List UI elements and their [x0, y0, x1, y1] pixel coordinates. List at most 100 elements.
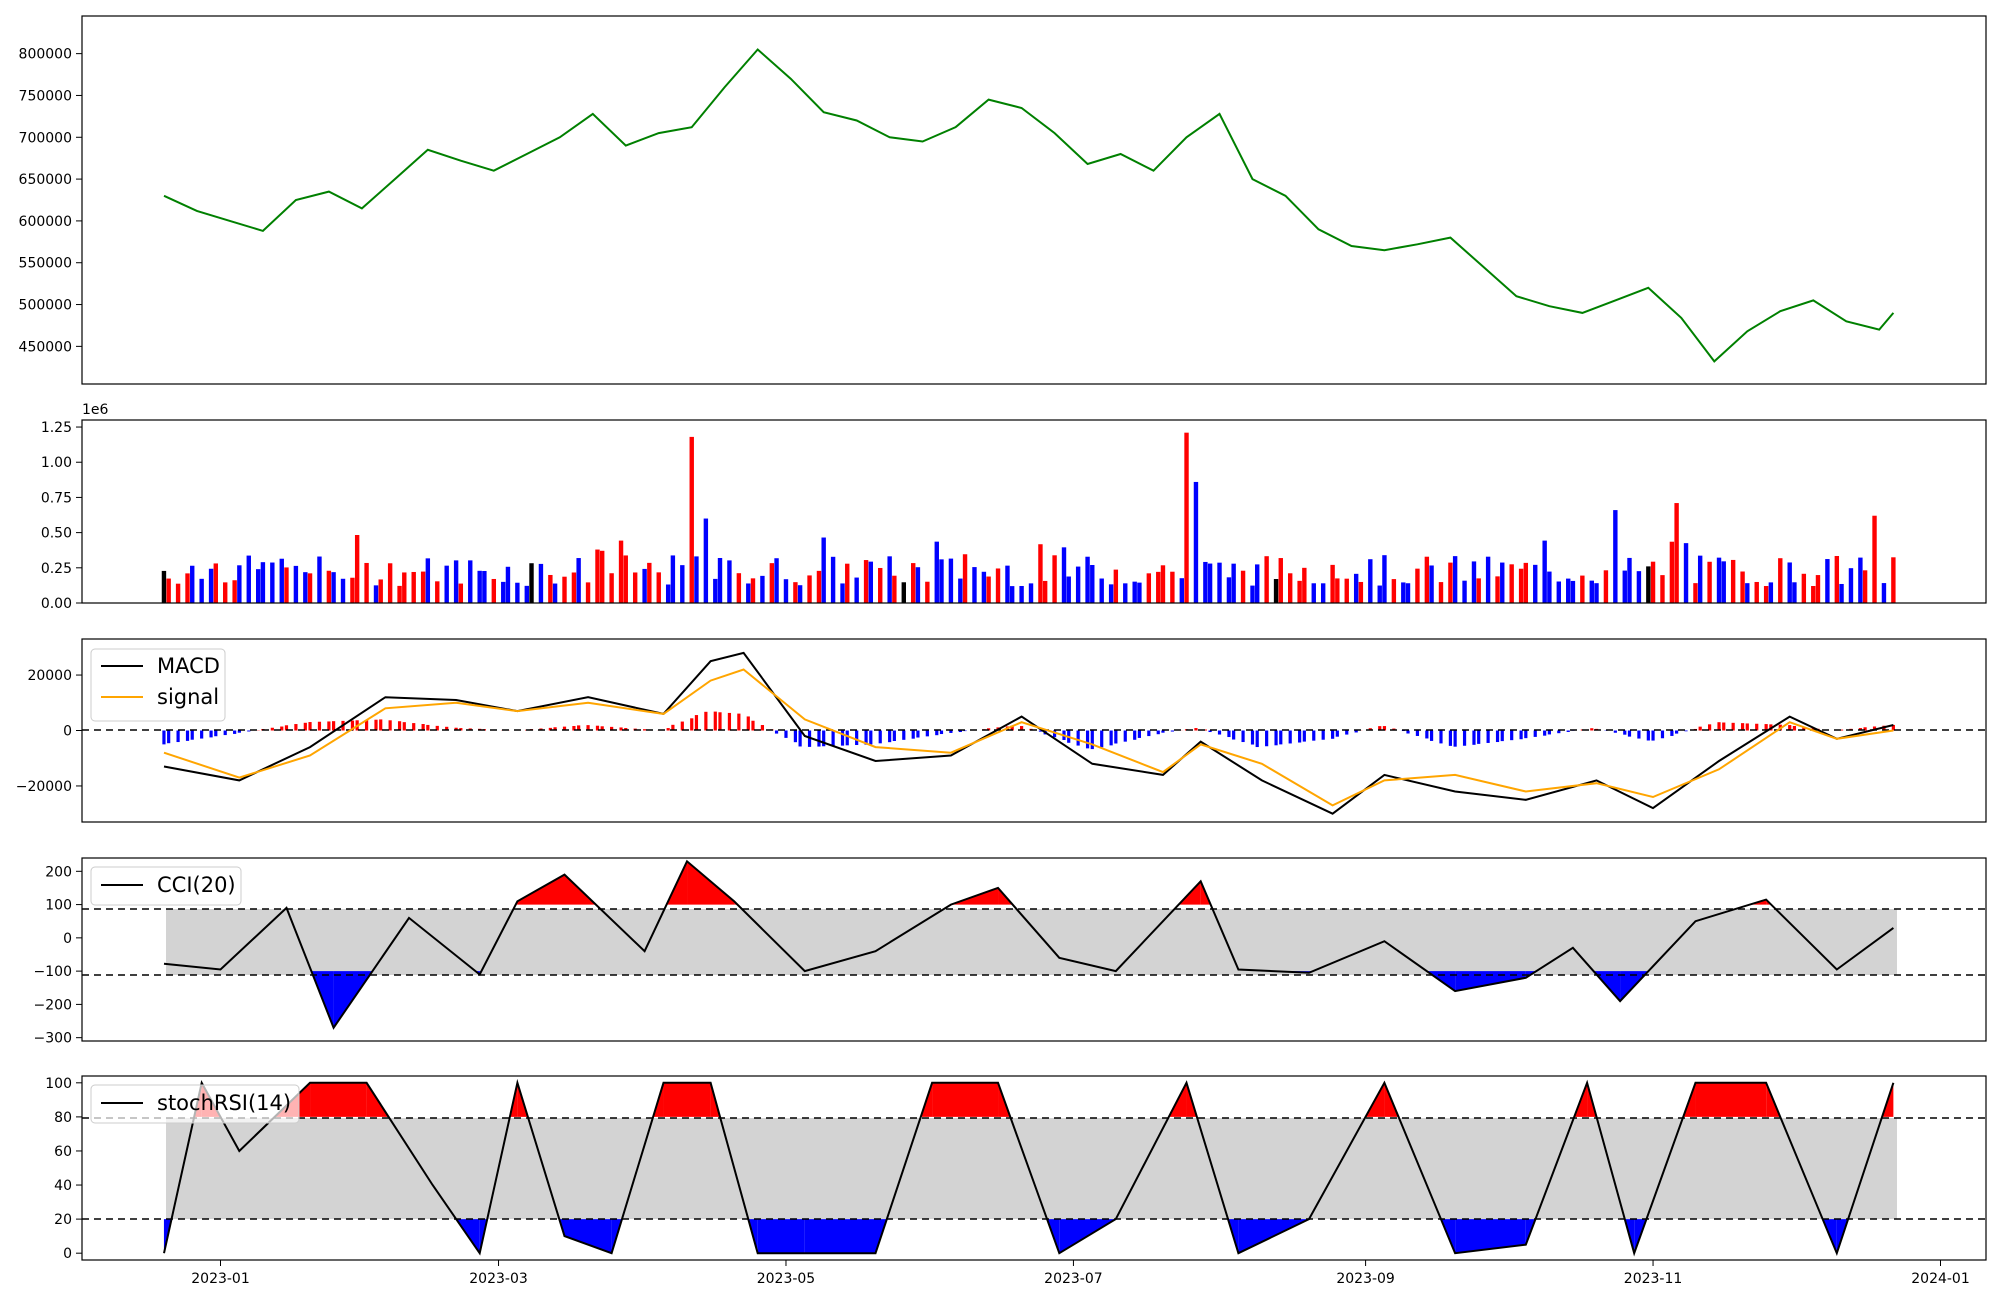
volume-bar: [1523, 562, 1529, 603]
macd-histogram-bar: [379, 719, 383, 731]
y-tick-label: −300: [34, 1031, 72, 1047]
macd-histogram-bar: [280, 726, 284, 731]
macd-histogram-bar: [1524, 730, 1528, 739]
volume-bar: [1156, 571, 1161, 603]
macd-histogram-bar: [1839, 729, 1844, 731]
x-tick-label: 2023-07: [1044, 1271, 1103, 1287]
macd-histogram-bar: [1232, 730, 1236, 740]
y-tick-label: 1.25: [41, 420, 72, 436]
macd-histogram-bar: [548, 727, 552, 731]
volume-bar: [515, 582, 520, 603]
macd-histogram-bar: [1627, 730, 1632, 737]
volume-bar: [1716, 557, 1722, 603]
macd-histogram-bar: [1566, 730, 1570, 732]
volume-bar: [505, 566, 511, 603]
macd-histogram-bar: [1345, 730, 1349, 735]
macd-histogram-bar: [1085, 730, 1090, 749]
macd-histogram-bar: [1288, 730, 1292, 744]
macd-histogram-bar: [845, 730, 849, 746]
macd-histogram-bar: [214, 730, 218, 737]
volume-bar: [1302, 567, 1307, 603]
macd-histogram-bar: [793, 730, 798, 743]
macd-histogram-bar: [1208, 730, 1212, 733]
y-tick-label: 100: [45, 1076, 72, 1092]
y-tick-label: 60: [54, 1144, 72, 1160]
volume-bar: [1570, 580, 1576, 603]
volume-bar: [1627, 557, 1632, 603]
macd-histogram-bar: [727, 712, 732, 731]
volume-bar: [1042, 580, 1048, 603]
macd-histogram-bar: [1194, 728, 1198, 731]
volume-bar: [934, 541, 939, 603]
macd-histogram-bar: [822, 730, 826, 747]
macd-histogram-bar: [1477, 730, 1481, 744]
volume-bar: [760, 575, 765, 603]
macd-histogram-bar: [1519, 730, 1523, 740]
volume-bar: [1801, 573, 1807, 603]
volume-bar: [1763, 586, 1769, 603]
volume-bar: [1636, 571, 1642, 603]
volume-bar: [1476, 578, 1481, 603]
stochrsi-axes-frame: [81, 1075, 1987, 1261]
volume-bar: [270, 562, 275, 603]
volume-bar: [1311, 583, 1316, 603]
stochrsi-legend-label: stochRSI(14): [157, 1091, 291, 1115]
macd-histogram-bar: [1802, 726, 1806, 731]
macd-histogram-bar: [454, 727, 458, 731]
volume-bar: [986, 576, 991, 603]
macd-histogram-bar: [817, 730, 821, 747]
macd-histogram-bar: [939, 730, 944, 735]
y-tick-label: −100: [34, 964, 72, 980]
macd-line: [163, 651, 1894, 815]
volume-bar: [793, 582, 798, 603]
macd-histogram-bar: [1472, 730, 1476, 745]
volume-bar: [1834, 555, 1840, 603]
macd-histogram-bar: [402, 722, 406, 731]
macd-histogram-bar: [412, 723, 416, 731]
volume-bar: [199, 578, 204, 603]
macd-histogram-bar: [374, 719, 378, 731]
macd-histogram-bar: [751, 720, 755, 731]
volume-bar: [797, 585, 803, 603]
volume-bar: [185, 573, 190, 603]
volume-bar: [670, 555, 676, 603]
volume-bars: [161, 432, 1896, 603]
threshold-fill: [564, 1219, 612, 1254]
volume-bar: [538, 563, 544, 603]
macd-histogram-bar: [600, 726, 604, 731]
macd-histogram-bar: [1811, 727, 1815, 731]
volume-bar: [260, 562, 266, 603]
volume-bar: [1132, 581, 1137, 603]
macd-histogram-bar: [840, 730, 845, 746]
x-tick-label: 2023-01: [191, 1271, 250, 1287]
macd-histogram-bar: [294, 724, 298, 731]
cci-axes-frame: [81, 857, 1987, 1042]
volume-bar: [840, 583, 845, 603]
price-line: [163, 48, 1895, 363]
volume-bar: [1613, 510, 1618, 603]
volume-bar: [746, 583, 751, 603]
y-tick-label: 0: [63, 724, 72, 740]
volume-bar: [340, 578, 346, 603]
macd-histogram-bar: [1076, 730, 1080, 746]
volume-bar: [1146, 573, 1152, 603]
volume-bar: [364, 562, 369, 603]
volume-bar: [1113, 569, 1119, 603]
volume-bar: [642, 568, 647, 603]
volume-bar: [1353, 573, 1359, 603]
macd-histogram-bar: [595, 725, 600, 731]
macd-histogram-bar: [671, 724, 675, 731]
volume-bar: [703, 518, 709, 603]
volume-bar: [1721, 561, 1726, 603]
y-tick-label: −200: [34, 997, 72, 1013]
macd-histogram-bar: [935, 730, 939, 736]
macd-histogram-bar: [421, 724, 425, 731]
macd-histogram-bar: [1543, 730, 1547, 736]
volume-bar: [1038, 544, 1043, 603]
volume-bar: [307, 573, 313, 603]
macd-histogram-bar: [223, 730, 227, 736]
macd-histogram-bar: [1439, 730, 1443, 744]
volume-bar: [713, 578, 718, 603]
volume-bar: [1099, 578, 1104, 603]
macd-histogram-bar: [713, 711, 717, 731]
